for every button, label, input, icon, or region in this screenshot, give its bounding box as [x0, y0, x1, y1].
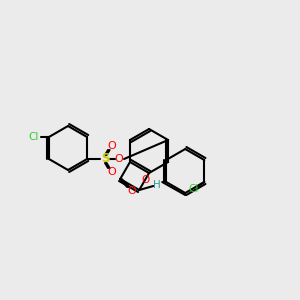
Text: O: O	[108, 141, 116, 151]
Text: H: H	[153, 180, 161, 190]
Text: S: S	[101, 152, 109, 166]
Text: O: O	[142, 175, 150, 185]
Text: O: O	[108, 167, 116, 177]
Text: Cl: Cl	[188, 184, 199, 194]
Text: O: O	[115, 154, 123, 164]
Text: O: O	[128, 186, 136, 196]
Text: Cl: Cl	[29, 132, 39, 142]
